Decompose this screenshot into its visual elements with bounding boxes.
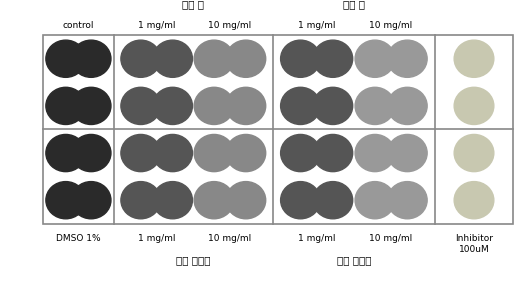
Ellipse shape bbox=[387, 182, 427, 219]
Text: 천궁 에탄올: 천궁 에탄올 bbox=[337, 255, 371, 265]
Ellipse shape bbox=[46, 40, 86, 77]
Ellipse shape bbox=[121, 40, 161, 77]
Ellipse shape bbox=[153, 40, 193, 77]
Ellipse shape bbox=[454, 40, 494, 77]
Text: Inhibitor
100uM: Inhibitor 100uM bbox=[455, 234, 493, 254]
Ellipse shape bbox=[355, 182, 395, 219]
Text: 10 mg/ml: 10 mg/ml bbox=[370, 21, 413, 30]
Ellipse shape bbox=[226, 135, 266, 172]
Ellipse shape bbox=[281, 87, 320, 124]
Text: 황련 물: 황련 물 bbox=[182, 0, 204, 9]
FancyBboxPatch shape bbox=[43, 35, 513, 224]
Text: 1 mg/ml: 1 mg/ml bbox=[298, 21, 335, 30]
Text: 10 mg/ml: 10 mg/ml bbox=[370, 234, 413, 243]
Ellipse shape bbox=[313, 182, 353, 219]
Ellipse shape bbox=[121, 135, 161, 172]
Ellipse shape bbox=[121, 182, 161, 219]
Ellipse shape bbox=[46, 87, 86, 124]
Ellipse shape bbox=[454, 87, 494, 124]
Ellipse shape bbox=[153, 182, 193, 219]
Text: 1 mg/ml: 1 mg/ml bbox=[138, 21, 175, 30]
Ellipse shape bbox=[281, 182, 320, 219]
Ellipse shape bbox=[355, 135, 395, 172]
Ellipse shape bbox=[313, 135, 353, 172]
Ellipse shape bbox=[71, 135, 111, 172]
Ellipse shape bbox=[153, 87, 193, 124]
Text: 10 mg/ml: 10 mg/ml bbox=[208, 21, 251, 30]
Ellipse shape bbox=[281, 40, 320, 77]
Text: DMSO 1%: DMSO 1% bbox=[56, 234, 101, 243]
Ellipse shape bbox=[153, 135, 193, 172]
Ellipse shape bbox=[71, 87, 111, 124]
Ellipse shape bbox=[313, 40, 353, 77]
Ellipse shape bbox=[71, 182, 111, 219]
Ellipse shape bbox=[355, 87, 395, 124]
Ellipse shape bbox=[454, 182, 494, 219]
Ellipse shape bbox=[46, 135, 86, 172]
Ellipse shape bbox=[387, 40, 427, 77]
Text: 황련 에탄올: 황련 에탄올 bbox=[176, 255, 211, 265]
Ellipse shape bbox=[226, 87, 266, 124]
Text: control: control bbox=[62, 21, 94, 30]
Ellipse shape bbox=[387, 87, 427, 124]
Ellipse shape bbox=[387, 135, 427, 172]
Ellipse shape bbox=[71, 40, 111, 77]
Ellipse shape bbox=[355, 40, 395, 77]
Ellipse shape bbox=[281, 135, 320, 172]
Text: 천궁 물: 천궁 물 bbox=[343, 0, 365, 9]
Ellipse shape bbox=[194, 182, 234, 219]
Ellipse shape bbox=[194, 40, 234, 77]
Ellipse shape bbox=[46, 182, 86, 219]
Text: 10 mg/ml: 10 mg/ml bbox=[208, 234, 251, 243]
Ellipse shape bbox=[454, 135, 494, 172]
Ellipse shape bbox=[226, 182, 266, 219]
Ellipse shape bbox=[313, 87, 353, 124]
Ellipse shape bbox=[194, 135, 234, 172]
Ellipse shape bbox=[121, 87, 161, 124]
Text: 1 mg/ml: 1 mg/ml bbox=[138, 234, 175, 243]
Ellipse shape bbox=[194, 87, 234, 124]
Ellipse shape bbox=[226, 40, 266, 77]
Text: 1 mg/ml: 1 mg/ml bbox=[298, 234, 335, 243]
